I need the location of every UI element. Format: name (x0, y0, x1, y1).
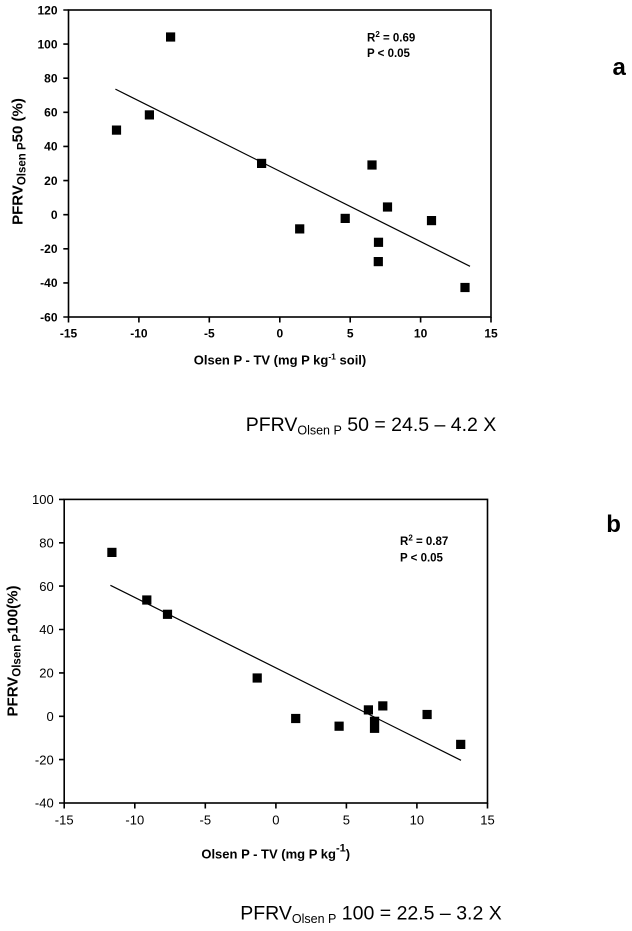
svg-text:PFRVOlsen P50 (%): PFRVOlsen P50 (%) (10, 98, 29, 225)
svg-text:120: 120 (37, 3, 57, 17)
svg-text:-5: -5 (200, 813, 212, 828)
svg-text:b: b (606, 511, 621, 538)
svg-text:40: 40 (39, 622, 53, 637)
svg-text:-15: -15 (55, 813, 74, 828)
svg-text:15: 15 (484, 327, 498, 341)
svg-text:0: 0 (51, 208, 58, 222)
svg-text:-20: -20 (40, 242, 58, 256)
svg-text:R2 = 0.87: R2 = 0.87 (400, 534, 448, 549)
svg-text:a: a (613, 54, 627, 81)
svg-text:P < 0.05: P < 0.05 (367, 48, 411, 60)
svg-text:-60: -60 (40, 310, 58, 324)
svg-text:80: 80 (44, 72, 58, 86)
svg-text:PFRVOlsen P 50 = 24.5 – 4.2 X: PFRVOlsen P 50 = 24.5 – 4.2 X (246, 414, 497, 438)
svg-text:Olsen P - TV (mg P kg-1 soil): Olsen P - TV (mg P kg-1 soil) (194, 351, 367, 367)
svg-text:20: 20 (39, 666, 53, 681)
svg-text:PFRVOlsen P100(%): PFRVOlsen P100(%) (5, 586, 24, 717)
svg-text:20: 20 (44, 174, 58, 188)
svg-text:0: 0 (276, 327, 283, 341)
svg-text:60: 60 (39, 579, 53, 594)
svg-text:10: 10 (414, 327, 428, 341)
svg-text:100: 100 (37, 37, 57, 51)
svg-text:P < 0.05: P < 0.05 (400, 553, 444, 565)
svg-text:15: 15 (480, 813, 494, 828)
svg-text:-20: -20 (35, 752, 54, 767)
svg-text:PFRVOlsen P 100 = 22.5 – 3.2 X: PFRVOlsen P 100 = 22.5 – 3.2 X (240, 902, 501, 926)
svg-text:-10: -10 (125, 813, 144, 828)
svg-text:-10: -10 (130, 327, 148, 341)
svg-text:10: 10 (410, 813, 424, 828)
svg-text:-40: -40 (35, 796, 54, 811)
svg-text:60: 60 (44, 106, 58, 120)
svg-text:Olsen P - TV (mg P kg-1): Olsen P - TV (mg P kg-1) (201, 843, 350, 862)
svg-text:5: 5 (343, 813, 350, 828)
svg-text:R2 = 0.69: R2 = 0.69 (367, 30, 415, 45)
svg-text:0: 0 (46, 709, 53, 724)
svg-text:-5: -5 (204, 327, 215, 341)
svg-text:-40: -40 (40, 276, 58, 290)
svg-text:-15: -15 (60, 327, 78, 341)
svg-text:5: 5 (347, 327, 354, 341)
svg-text:100: 100 (32, 492, 54, 507)
svg-text:0: 0 (272, 813, 279, 828)
svg-text:80: 80 (39, 536, 53, 551)
svg-text:40: 40 (44, 140, 58, 154)
